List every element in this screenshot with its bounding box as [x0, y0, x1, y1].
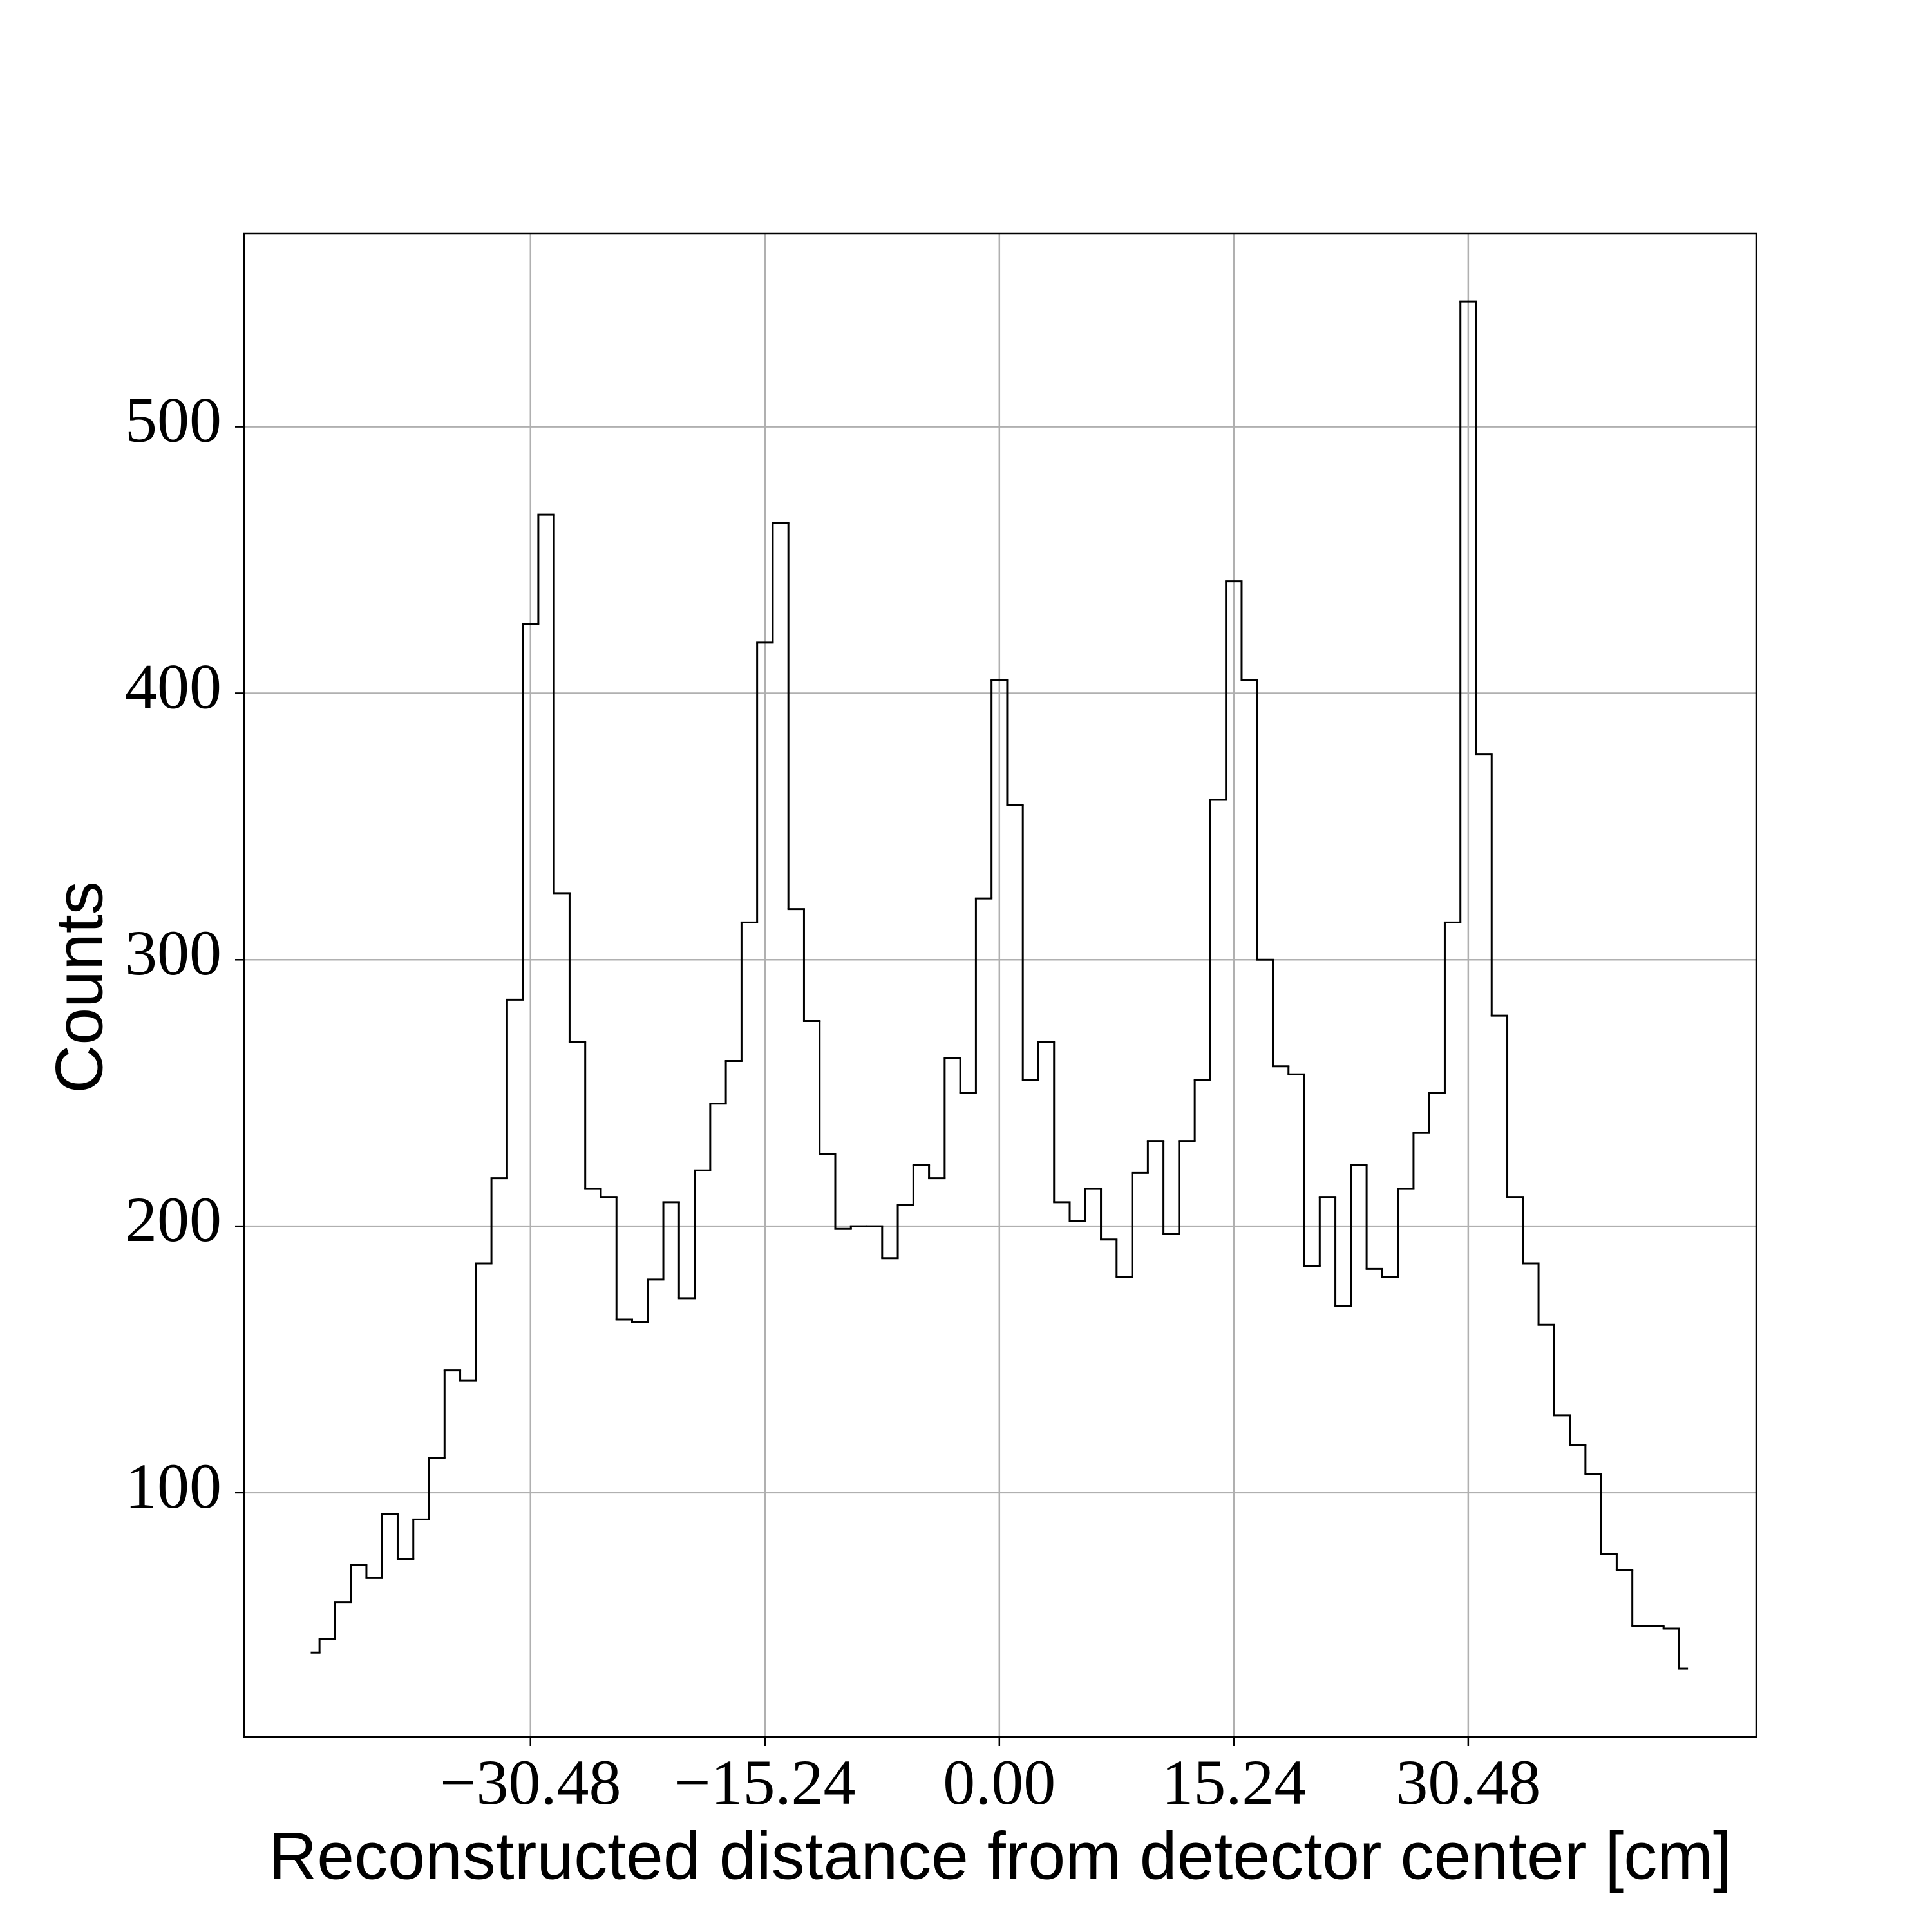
x-tick-label: −15.24	[674, 1747, 855, 1818]
y-tick-label: 500	[125, 384, 222, 456]
x-tick-label: 0.00	[943, 1747, 1056, 1818]
y-tick-label: 200	[125, 1184, 222, 1255]
x-axis-label: Reconstructed distance from detector cen…	[269, 1819, 1732, 1893]
grid	[235, 234, 1756, 1746]
x-tick-label: −30.48	[440, 1747, 621, 1818]
y-tick-label: 300	[125, 917, 222, 989]
y-axis-label: Counts	[42, 881, 117, 1094]
plot-frame	[243, 232, 1757, 1738]
tick-labels: −30.48 −15.24 0.00 15.24 30.48 100 200 300 400 50…	[125, 384, 1540, 1818]
x-tick-label: 30.48	[1396, 1747, 1540, 1818]
plot-marks	[310, 300, 1689, 1670]
y-tick-label: 100	[125, 1450, 222, 1522]
step-riser	[318, 301, 1680, 1669]
y-tick-label: 400	[125, 650, 222, 722]
x-tick-label: 15.24	[1161, 1747, 1306, 1818]
